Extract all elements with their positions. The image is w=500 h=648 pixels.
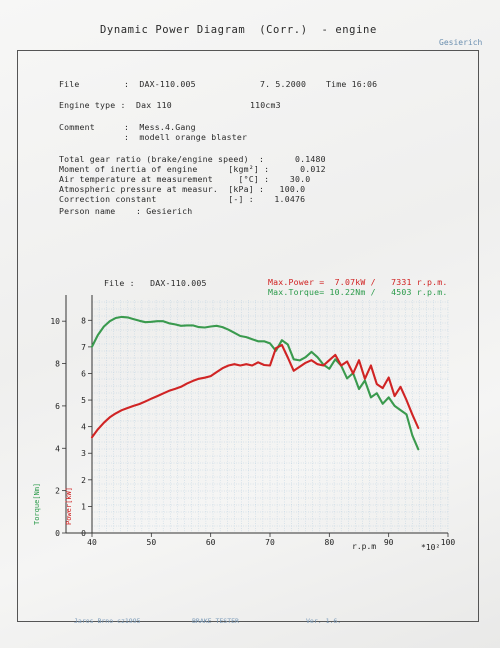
param-air-temp: Air temperature at measurement [°C] : 30… <box>59 174 311 184</box>
torque-tick-label: 4 <box>55 444 60 453</box>
power-tick-label: 1 <box>81 502 86 511</box>
power-tick-label: 2 <box>81 476 86 485</box>
x-tick-label: 70 <box>265 538 275 547</box>
torque-tick-label: 8 <box>55 360 60 369</box>
test-time: Time 16:06 <box>326 79 378 89</box>
x-tick-label: 40 <box>87 538 97 547</box>
comment-line-2: : modell orange blaster <box>124 132 248 142</box>
engine-type-value: Dax 110 <box>136 100 172 110</box>
comment-line-1: : Mess.4.Gang <box>124 122 196 132</box>
param-inertia: Moment of inertia of engine [kgm²] : 0.0… <box>59 164 326 174</box>
power-tick-label: 6 <box>81 369 86 378</box>
engine-type-label: Engine type : <box>59 100 126 110</box>
max-power-label: Max.Power = 7.07kW / 7331 r.p.m. <box>268 277 448 287</box>
param-gear-ratio: Total gear ratio (brake/engine speed) : … <box>59 154 326 164</box>
power-series-line <box>90 343 420 439</box>
x-tick-label: 90 <box>384 538 394 547</box>
x-axis-multiplier: *10² <box>421 543 440 552</box>
power-tick-label: 4 <box>81 423 86 432</box>
test-date: 7. 5.2000 <box>260 79 307 89</box>
comment-label: Comment <box>59 122 95 132</box>
x-axis-label: r.p.m <box>352 542 376 551</box>
torque-axis-label: Torque[Nm] <box>33 483 41 525</box>
footer-manufacturer: Jaros Brno cz1995 <box>74 617 141 625</box>
x-tick-label: 80 <box>325 538 335 547</box>
operator-name: Gesierich <box>439 38 483 47</box>
max-torque-label: Max.Torque= 10.22Nm / 4503 r.p.m. <box>268 287 448 297</box>
power-axis-label: Power[kW] <box>65 487 73 525</box>
file-label: File <box>59 79 80 89</box>
x-tick-label: 100 <box>441 538 456 547</box>
file-value: : DAX-110.005 <box>124 79 196 89</box>
param-correction: Correction constant [-] : 1.0476 <box>59 194 306 204</box>
x-tick-label: 50 <box>147 538 157 547</box>
chart-file-caption: File : DAX-110.005 <box>104 278 207 288</box>
footer-product: BRAKE TESTER <box>192 617 239 625</box>
power-tick-label: 0 <box>81 529 86 538</box>
footer-version: Ver. 1.6. <box>306 617 342 625</box>
torque-tick-label: 6 <box>55 402 60 411</box>
torque-tick-label: 10 <box>50 317 60 326</box>
power-tick-label: 8 <box>81 316 86 325</box>
power-tick-label: 5 <box>81 396 86 405</box>
param-person: Person name : Gesierich <box>59 206 193 216</box>
power-tick-label: 3 <box>81 449 86 458</box>
power-tick-label: 7 <box>81 343 86 352</box>
torque-series-line <box>90 315 420 451</box>
torque-tick-label: 0 <box>55 529 60 538</box>
param-pressure: Atmospheric pressure at measur. [kPa] : … <box>59 184 306 194</box>
report-frame <box>17 50 479 622</box>
diagram-title: Dynamic Power Diagram (Corr.) - engine <box>100 24 377 36</box>
engine-displacement: 110cm3 <box>250 100 281 110</box>
torque-tick-label: 2 <box>55 487 60 496</box>
x-tick-label: 60 <box>206 538 216 547</box>
